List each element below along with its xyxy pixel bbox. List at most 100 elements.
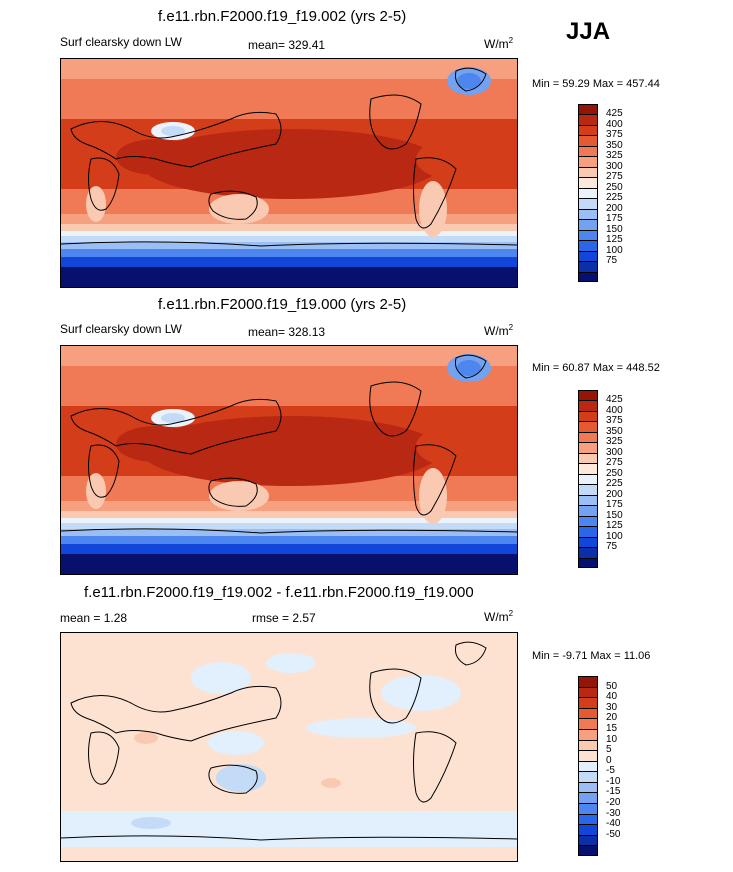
panel3-map-svg [61, 633, 517, 861]
colorbar-tick-label: 125 [606, 520, 623, 532]
colorbar-tick-label: 375 [606, 415, 623, 427]
colorbar-tick-label: 150 [606, 509, 623, 521]
colorbar-tick-label: 15 [606, 722, 618, 734]
panel2-mean-label: mean= 328.13 [248, 325, 326, 339]
colorbar-swatch [578, 494, 598, 506]
colorbar-swatch [578, 166, 598, 178]
colorbar-swatch [578, 686, 598, 698]
colorbar-tick-label: 250 [606, 181, 623, 193]
colorbar-tick-label: 225 [606, 478, 623, 490]
colorbar-swatch [578, 557, 598, 568]
colorbar-tick-label: 40 [606, 691, 618, 703]
colorbar-swatch [578, 781, 598, 793]
colorbar-swatch [578, 208, 598, 220]
colorbar-swatch [578, 421, 598, 432]
colorbar-frame [578, 390, 598, 568]
panel3-rmse-label: rmse = 2.57 [252, 611, 316, 625]
colorbar-tick-label: -15 [606, 786, 621, 798]
colorbar-tick-label: 300 [606, 160, 623, 172]
colorbar-tick-label: 225 [606, 192, 623, 204]
colorbar-tick-label: -5 [606, 765, 615, 777]
colorbar-swatch [578, 760, 598, 772]
colorbar-tick-label: 50 [606, 680, 618, 692]
colorbar-swatch [578, 813, 598, 825]
colorbar-tick-label: 150 [606, 223, 623, 235]
panel2-colorbar: 425 400 375 350 325 300 275 250 225 200 175 150 125 1… [578, 390, 638, 568]
colorbar-tick-label: 300 [606, 446, 623, 458]
colorbar-tick-label: 30 [606, 701, 618, 713]
colorbar-tick-label: 350 [606, 425, 623, 437]
panel3-map [60, 632, 518, 862]
colorbar-tick-label: -30 [606, 807, 621, 819]
colorbar-tick-label: -40 [606, 818, 621, 830]
panel2-units: W/m2 [484, 323, 514, 338]
colorbar-swatch [578, 219, 598, 230]
colorbar-swatch [578, 547, 598, 558]
colorbar-swatch [578, 484, 598, 495]
colorbar-swatch [578, 771, 598, 782]
colorbar-frame [578, 104, 598, 282]
colorbar-tick-label: 200 [606, 202, 623, 214]
colorbar-swatch [578, 442, 598, 453]
colorbar-swatch [578, 676, 598, 687]
colorbar-swatch [578, 834, 598, 846]
colorbar-tick-label: 5 [606, 744, 612, 756]
colorbar-swatch [578, 187, 598, 199]
colorbar-swatch [578, 156, 598, 167]
colorbar-swatch [578, 104, 598, 115]
colorbar-swatch [578, 707, 598, 719]
panel3-minmax: Min = -9.71 Max = 11.06 [532, 650, 651, 662]
colorbar-swatch [578, 410, 598, 422]
colorbar-tick-label: 175 [606, 213, 623, 225]
colorbar-swatch [578, 240, 598, 251]
colorbar-tick-label: 75 [606, 541, 618, 553]
colorbar-tick-label: 200 [606, 488, 623, 500]
colorbar-frame [578, 676, 598, 856]
panel2-map [60, 345, 518, 575]
colorbar-swatch [578, 261, 598, 272]
colorbar-tick-label: 275 [606, 171, 623, 183]
colorbar-tick-label: -10 [606, 775, 621, 787]
panel1-variable-label: Surf clearsky down LW [60, 35, 182, 49]
colorbar-swatch [578, 750, 598, 761]
colorbar-swatch [578, 400, 598, 411]
panel1-units: W/m2 [484, 36, 514, 51]
colorbar-tick-label: 400 [606, 118, 623, 130]
colorbar-swatch [578, 229, 598, 241]
colorbar-swatch [578, 718, 598, 729]
colorbar-swatch [578, 526, 598, 537]
panel2-map-svg [61, 346, 517, 574]
panel1-colorbar: 425 400 375 350 325 300 275 250 225 200 175 150 125 1… [578, 104, 638, 282]
colorbar-tick-label: 175 [606, 499, 623, 511]
panel3-colorbar: 50 40 30 20 15 10 5 0 -5 -10 -15 -20 -30 -40 -50 [578, 676, 638, 856]
colorbar-tick-label: 350 [606, 139, 623, 151]
panel3-title: f.e11.rbn.F2000.f19_f19.002 - f.e11.rbn.… [84, 584, 474, 601]
colorbar-swatch [578, 452, 598, 464]
colorbar-tick-label: 125 [606, 234, 623, 246]
colorbar-swatch [578, 250, 598, 262]
colorbar-tick-label: 100 [606, 244, 623, 256]
colorbar-swatch [578, 135, 598, 146]
colorbar-tick-label: 100 [606, 530, 623, 542]
panel3-mean-label: mean = 1.28 [60, 611, 128, 625]
colorbar-swatch [578, 473, 598, 485]
colorbar-swatch [578, 845, 598, 856]
colorbar-swatch [578, 697, 598, 708]
colorbar-swatch [578, 124, 598, 136]
colorbar-swatch [578, 114, 598, 125]
colorbar-tick-label: -20 [606, 797, 621, 809]
panel1-map [60, 58, 518, 288]
colorbar-tick-label: 375 [606, 129, 623, 141]
colorbar-swatch [578, 728, 598, 740]
colorbar-tick-label: 20 [606, 712, 618, 724]
colorbar-tick-label: 0 [606, 754, 612, 766]
colorbar-swatch [578, 198, 598, 209]
colorbar-swatch [578, 739, 598, 751]
panel1-map-svg [61, 59, 517, 287]
panel3-units: W/m2 [484, 609, 514, 624]
colorbar-tick-label: -50 [606, 828, 621, 840]
panel2-minmax: Min = 60.87 Max = 448.52 [532, 362, 660, 374]
colorbar-swatch [578, 271, 598, 282]
panel1-minmax: Min = 59.29 Max = 457.44 [532, 78, 660, 90]
colorbar-tick-label: 10 [606, 733, 618, 745]
